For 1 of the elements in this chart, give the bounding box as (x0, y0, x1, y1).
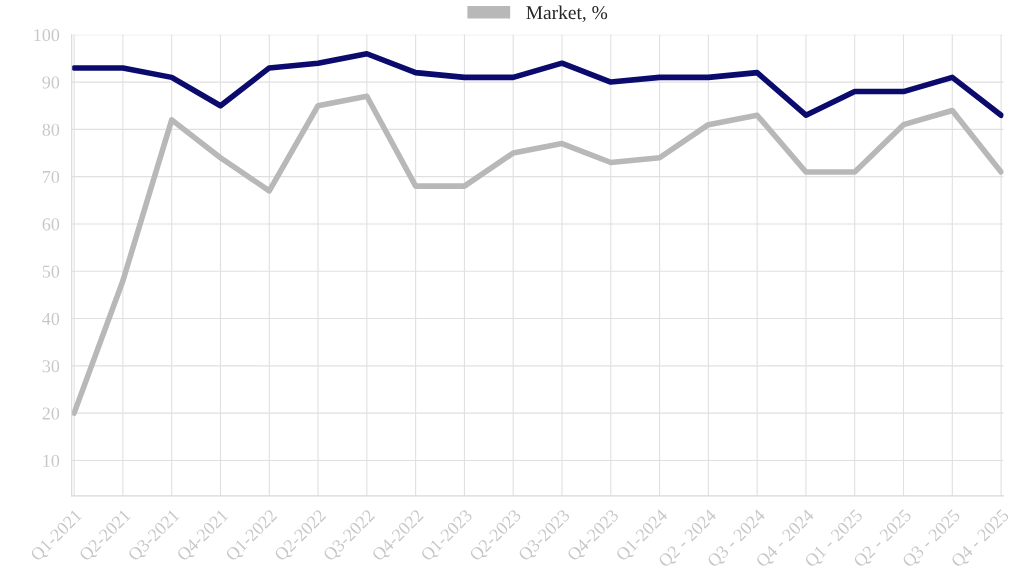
legend-label: Market, % (526, 5, 608, 22)
